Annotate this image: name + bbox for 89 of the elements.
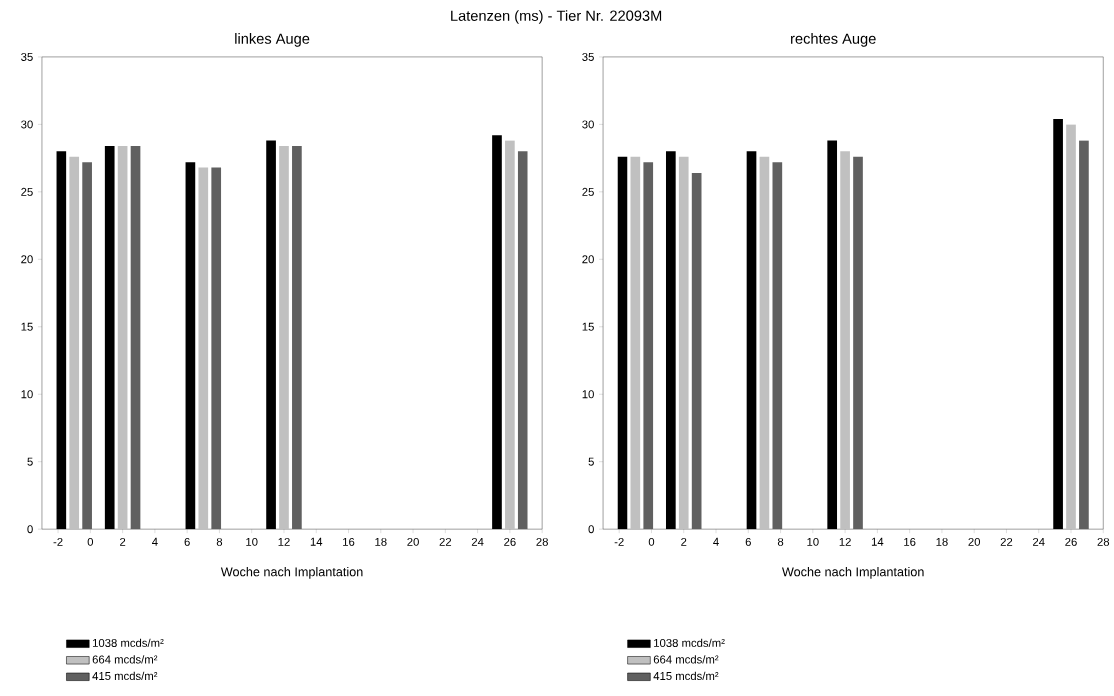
bar: [117, 146, 128, 530]
chart-title: Latenzen (ms) - Tier Nr. 22093M: [451, 10, 662, 24]
bar: [643, 162, 654, 530]
bar: [211, 167, 222, 530]
bar: [82, 162, 92, 530]
x-tick-label: 24: [1033, 537, 1045, 546]
bar: [691, 173, 702, 530]
x-tick-label: 26: [504, 537, 516, 546]
x-tick-label: 14: [871, 537, 884, 546]
x-tick-label: -2: [53, 537, 63, 546]
x-tick-label: 16: [904, 537, 916, 546]
x-tick-label: 2: [120, 537, 126, 546]
x-tick-label: 20: [407, 537, 419, 546]
x-tick-label: 8: [777, 537, 784, 546]
bar: [505, 140, 515, 530]
bar: [1066, 124, 1076, 530]
x-tick-label: 0: [87, 537, 94, 546]
y-tick-label: 10: [582, 390, 594, 399]
y-tick-label: 30: [21, 120, 33, 129]
legend-label: 664 mcds/m²: [92, 655, 158, 664]
bar: [279, 146, 289, 530]
x-tick-label: 6: [745, 537, 751, 546]
x-tick-label: 10: [246, 537, 258, 546]
bar: [56, 151, 67, 530]
legend-label: 664 mcds/m²: [653, 655, 719, 664]
x-tick-label: 14: [310, 537, 323, 546]
x-tick-label: 0: [648, 537, 655, 546]
bar: [678, 156, 689, 530]
bar: [759, 156, 770, 530]
x-tick-label: 28: [1097, 537, 1110, 546]
legend-label: 415 mcds/m²: [92, 671, 158, 681]
bar: [1079, 140, 1089, 530]
y-tick-label: 0: [588, 525, 594, 534]
y-tick-label: 5: [27, 457, 33, 466]
x-tick-label: 28: [536, 537, 548, 546]
x-tick-label: 18: [375, 537, 387, 546]
y-tick-label: 30: [582, 120, 594, 129]
bar: [492, 135, 502, 530]
x-axis-title: Woche nach Implantation: [220, 567, 363, 579]
y-tick-label: 0: [27, 525, 33, 534]
bar: [853, 156, 863, 530]
x-tick-label: 4: [152, 537, 158, 546]
y-tick-label: 15: [21, 322, 33, 331]
bar: [69, 156, 80, 530]
x-tick-label: 16: [343, 537, 355, 546]
bar: [827, 140, 838, 530]
bar: [292, 146, 302, 530]
bar: [617, 156, 628, 530]
bar: [1053, 119, 1063, 530]
y-tick-label: 5: [588, 457, 594, 466]
bar: [185, 162, 196, 530]
y-tick-label: 35: [21, 52, 33, 61]
y-tick-label: 25: [582, 187, 594, 196]
y-tick-label: 20: [21, 255, 33, 264]
x-tick-label: 8: [216, 537, 223, 546]
y-tick-label: 15: [582, 322, 594, 331]
bar: [104, 146, 115, 530]
x-tick-label: 20: [968, 537, 981, 546]
y-tick-label: 35: [582, 52, 594, 61]
legend-label: 1038 mcds/m²: [92, 638, 164, 648]
y-tick-label: 10: [21, 390, 33, 399]
bar: [746, 151, 757, 530]
legend-label: 415 mcds/m²: [653, 671, 719, 681]
y-tick-label: 25: [21, 187, 33, 196]
x-tick-label: 12: [839, 537, 851, 546]
x-tick-label: 22: [1000, 537, 1013, 546]
x-tick-label: 24: [471, 537, 484, 546]
x-tick-label: 26: [1065, 537, 1077, 546]
bar: [517, 151, 528, 530]
chart-subtitle: linkes Auge: [235, 33, 310, 47]
bar: [772, 162, 783, 530]
bar: [630, 156, 641, 530]
x-tick-label: -2: [614, 537, 624, 546]
legend-label: 1038 mcds/m²: [654, 638, 725, 648]
bar: [665, 151, 676, 530]
x-tick-label: 12: [278, 537, 290, 546]
x-axis-title: Woche nach Implantation: [781, 567, 924, 579]
x-tick-label: 18: [936, 537, 948, 546]
bar: [198, 167, 209, 530]
y-tick-label: 20: [582, 255, 594, 264]
x-tick-label: 6: [184, 537, 190, 546]
bar: [266, 140, 276, 530]
x-tick-label: 22: [439, 537, 452, 546]
x-tick-label: 10: [807, 537, 819, 546]
x-tick-label: 2: [681, 537, 687, 546]
bar: [130, 146, 141, 530]
bar: [840, 151, 850, 530]
x-tick-label: 4: [713, 537, 719, 546]
chart-subtitle: rechtes Auge: [791, 33, 876, 47]
